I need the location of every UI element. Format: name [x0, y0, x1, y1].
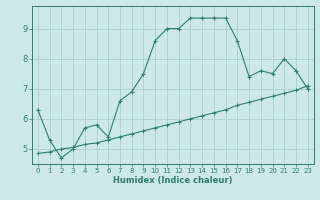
X-axis label: Humidex (Indice chaleur): Humidex (Indice chaleur)	[113, 176, 233, 185]
